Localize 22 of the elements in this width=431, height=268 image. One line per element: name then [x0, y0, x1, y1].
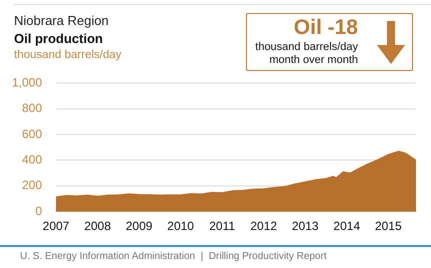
- text: U. S. Energy Information Administration | Drilling Productivity Report: [20, 251, 327, 262]
- x-tick-label: 2013: [292, 219, 319, 234]
- text: thousand barrels/day: [255, 41, 358, 53]
- x-tick-label: 2007: [42, 219, 70, 234]
- y-tick-label: 600: [22, 126, 42, 141]
- x-tick-label: 2009: [126, 219, 153, 234]
- y-tick-label: 0: [35, 204, 42, 218]
- text: month over month: [269, 54, 358, 66]
- x-tick-label: 2008: [84, 219, 112, 234]
- x-tick-label: 2015: [374, 219, 402, 234]
- chart-title: Oil production: [14, 31, 103, 46]
- x-tick-label: 2012: [250, 219, 278, 234]
- y-axis-title: thousand barrels/day: [14, 49, 122, 61]
- chart-subtitle: Niobrara Region: [14, 13, 109, 28]
- y-tick-label: 1,000: [12, 76, 42, 90]
- y-tick-label: 800: [22, 101, 42, 116]
- x-tick-label: 2014: [333, 219, 360, 234]
- x-tick-label: 2010: [167, 219, 194, 234]
- x-tick-label: 2011: [209, 219, 236, 234]
- y-tick-label: 200: [22, 178, 42, 192]
- y-tick-label: 400: [22, 152, 42, 167]
- text: Oil -18: [294, 16, 358, 40]
